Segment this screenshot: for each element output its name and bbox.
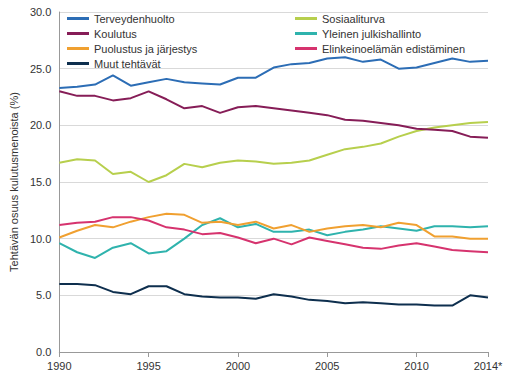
svg-text:Sosiaaliturva: Sosiaaliturva <box>322 13 386 25</box>
svg-text:Tehtävän osuus kulutusmenoista: Tehtävän osuus kulutusmenoista (%) <box>8 92 20 272</box>
svg-text:Muut tehtävät: Muut tehtävät <box>94 58 161 70</box>
svg-text:10.0: 10.0 <box>30 233 51 245</box>
svg-text:30.0: 30.0 <box>30 6 51 18</box>
svg-text:Terveydenhuolto: Terveydenhuolto <box>94 13 175 25</box>
svg-text:1990: 1990 <box>47 360 71 372</box>
svg-text:0.0: 0.0 <box>36 346 51 358</box>
svg-text:5.0: 5.0 <box>36 289 51 301</box>
svg-text:Puolustus ja järjestys: Puolustus ja järjestys <box>94 43 198 55</box>
svg-text:Koulutus: Koulutus <box>94 28 137 40</box>
svg-text:2014*: 2014* <box>474 360 503 372</box>
svg-text:1995: 1995 <box>136 360 160 372</box>
svg-text:Yleinen julkishallinto: Yleinen julkishallinto <box>322 28 421 40</box>
svg-text:20.0: 20.0 <box>30 119 51 131</box>
svg-text:25.0: 25.0 <box>30 63 51 75</box>
svg-text:Elinkeinoelämän edistäminen: Elinkeinoelämän edistäminen <box>322 43 465 55</box>
svg-text:2010: 2010 <box>404 360 428 372</box>
svg-text:15.0: 15.0 <box>30 176 51 188</box>
svg-text:2005: 2005 <box>315 360 339 372</box>
svg-text:2000: 2000 <box>226 360 250 372</box>
